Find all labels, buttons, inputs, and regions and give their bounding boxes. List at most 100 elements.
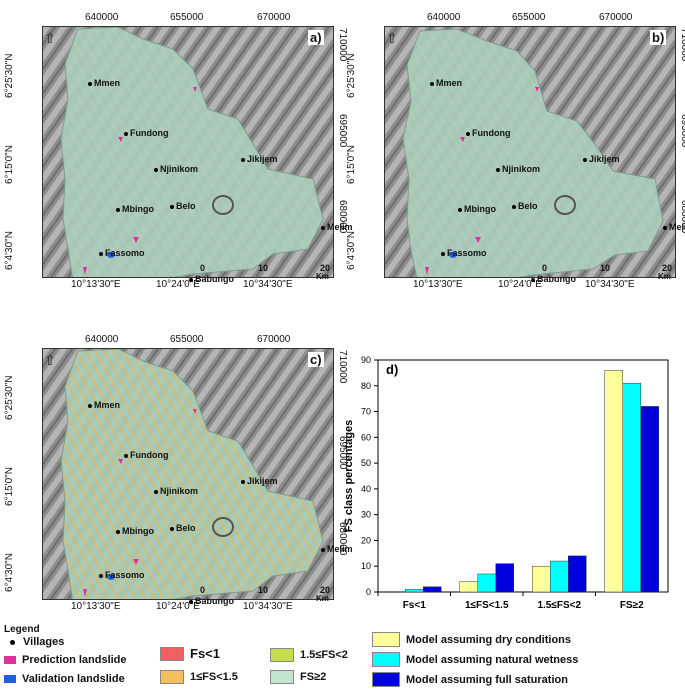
left-tick-label: 6°4'30"N: [346, 231, 357, 270]
bar: [459, 581, 478, 593]
y-axis-label: FS class percentages: [343, 420, 355, 533]
legend-dry: Model assuming dry conditions: [372, 632, 571, 647]
bottom-tick-label: 10°13'30"E: [413, 279, 463, 290]
x-tick-label: 1≤FS<1.5: [465, 600, 509, 611]
north-arrow-icon: ⇧: [386, 30, 398, 46]
right-tick-label: 710000: [337, 350, 348, 384]
village-dot-icon: [189, 278, 193, 282]
fs-ge2-swatch: [270, 670, 294, 684]
bottom-tick-label: 10°34'30"E: [243, 279, 293, 290]
map-panel-3: [42, 348, 334, 600]
validation-swatch: [4, 675, 16, 683]
chart-panel-label: d): [386, 362, 398, 377]
fs-1-15-swatch: [160, 670, 184, 684]
bottom-tick-label: 10°13'30"E: [71, 279, 121, 290]
village-label: Mmen: [94, 78, 121, 88]
y-tick-label: 90: [361, 355, 371, 365]
village-label: Fassomo: [105, 570, 145, 580]
village-dot-icon: [170, 527, 174, 531]
legend-saturation: Model assuming full saturation: [372, 672, 568, 687]
village-label: Mmen: [436, 78, 463, 88]
legend-fs-ge2: FS≥2: [270, 670, 326, 684]
village-dot-icon: [116, 530, 120, 534]
crater: [212, 195, 234, 215]
village-label: Belo: [518, 201, 538, 211]
village-dot-icon: [154, 168, 158, 172]
dry-label: Model assuming dry conditions: [406, 633, 572, 646]
village-label: Babungo: [537, 274, 576, 284]
chart-svg: 0 10 20 30 40 50 60 70 80 90 FS class percentages d…: [343, 355, 669, 611]
village-label: Belo: [176, 523, 196, 533]
right-tick-label: 695000: [337, 114, 348, 148]
village-label: Melim: [327, 222, 353, 232]
village-label: Melim: [327, 544, 353, 554]
legend-validation-label: Validation landslide: [22, 673, 125, 685]
scale-unit: Km: [316, 594, 329, 603]
scale-label: 0: [200, 263, 206, 273]
bar: [604, 370, 623, 593]
left-tick-label: 6°25'30"N: [4, 53, 15, 99]
village-dot-icon: [321, 226, 325, 230]
legend-villages: Villages: [6, 636, 64, 648]
study-area: [402, 28, 664, 277]
dry-swatch: [372, 632, 400, 647]
saturation-swatch: [372, 672, 400, 687]
panel-label: b): [650, 30, 667, 45]
left-tick-label: 6°4'30"N: [4, 553, 15, 592]
y-tick-label: 70: [361, 407, 371, 417]
bar: [477, 573, 496, 593]
bar: [532, 565, 551, 593]
legend-fs-1-15: 1≤FS<1.5: [160, 670, 238, 684]
village-dot-icon: [466, 132, 470, 136]
x-tick-label: FS≥2: [620, 600, 644, 611]
panel-label: a): [308, 30, 324, 45]
village-dot-icon: [458, 208, 462, 212]
north-arrow-icon: ⇧: [44, 30, 56, 46]
village-label: Babungo: [195, 274, 234, 284]
fs-ge2-label: FS≥2: [300, 671, 327, 683]
village-label: Njinikom: [160, 486, 199, 496]
study-area: [60, 349, 324, 599]
bottom-tick-label: 10°34'30"E: [585, 279, 635, 290]
scale-label: 0: [200, 585, 206, 595]
village-label: Njinikom: [502, 164, 541, 174]
village-dot-icon: [321, 548, 325, 552]
y-tick-label: 0: [366, 587, 371, 597]
north-arrow-icon: ⇧: [44, 352, 56, 368]
map-svg: [43, 349, 333, 599]
legend-title: Legend: [4, 624, 40, 635]
village-label: Jikijem: [589, 154, 620, 164]
village-dot-icon: [88, 82, 92, 86]
map-panel-1: [42, 26, 334, 278]
crater: [554, 195, 576, 215]
left-tick-label: 6°25'30"N: [346, 53, 357, 99]
right-tick-label: 695000: [337, 436, 348, 470]
village-label: Fundong: [472, 128, 511, 138]
left-tick-label: 6°15'0"N: [4, 145, 15, 184]
village-dot-icon: [241, 158, 245, 162]
village-dot-icon: [241, 480, 245, 484]
village-dot-icon: [512, 205, 516, 209]
y-tick-label: 80: [361, 381, 371, 391]
village-dot-icon: [531, 278, 535, 282]
saturation-label: Model assuming full saturation: [406, 673, 568, 686]
bar: [640, 406, 659, 593]
village-dot-icon: [99, 252, 103, 256]
prediction-swatch: [4, 656, 16, 664]
village-label: Belo: [176, 201, 196, 211]
y-tick-label: 30: [361, 510, 371, 520]
y-tick-label: 10: [361, 561, 371, 571]
validation-landslide: [107, 252, 115, 258]
village-label: Mbingo: [122, 204, 154, 214]
legend-fs-lt1: Fs<1: [160, 646, 220, 661]
scale-label: 10: [258, 263, 269, 273]
x-tick-label: 1.5≤FS<2: [537, 600, 581, 611]
legend-validation: Validation landslide: [4, 673, 125, 685]
legend-prediction-label: Prediction landslide: [22, 654, 127, 666]
village-label: Mbingo: [122, 526, 154, 536]
y-tick-label: 60: [361, 432, 371, 442]
village-dot-icon: [88, 404, 92, 408]
village-label: Jikijem: [247, 476, 278, 486]
village-dot-icon: [99, 574, 103, 578]
bar: [550, 560, 569, 593]
